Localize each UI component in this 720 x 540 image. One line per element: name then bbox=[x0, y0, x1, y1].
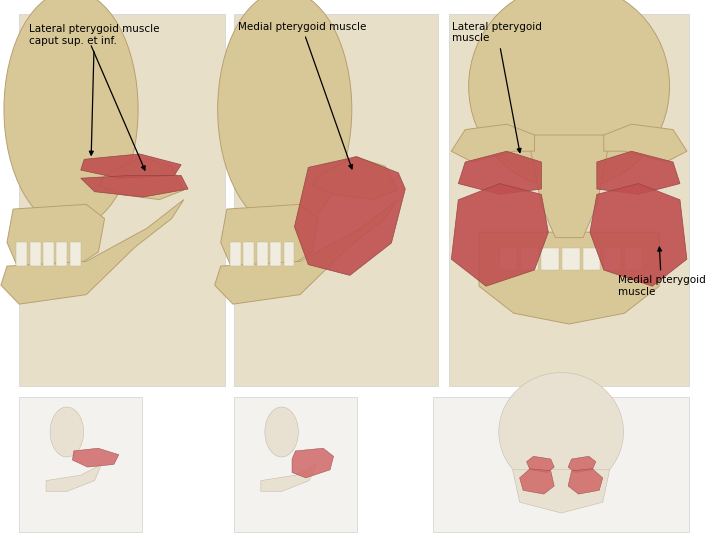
Bar bbox=[521, 248, 538, 270]
Polygon shape bbox=[1, 200, 184, 304]
Bar bbox=[449, 14, 689, 386]
Polygon shape bbox=[604, 124, 687, 162]
Bar bbox=[604, 248, 621, 270]
Text: Lateral pterygoid muscle
caput sup. et inf.: Lateral pterygoid muscle caput sup. et i… bbox=[29, 24, 160, 155]
Bar bbox=[230, 242, 241, 266]
Bar bbox=[56, 242, 68, 266]
Text: Lateral pterygoid
muscle: Lateral pterygoid muscle bbox=[452, 22, 542, 152]
Polygon shape bbox=[46, 464, 102, 491]
Polygon shape bbox=[479, 232, 660, 324]
Polygon shape bbox=[568, 469, 603, 494]
Bar bbox=[19, 397, 142, 532]
Polygon shape bbox=[590, 184, 687, 286]
Bar bbox=[19, 14, 225, 386]
Ellipse shape bbox=[499, 373, 624, 491]
Polygon shape bbox=[597, 151, 680, 194]
Polygon shape bbox=[459, 151, 541, 194]
Polygon shape bbox=[520, 469, 554, 494]
Bar bbox=[541, 248, 559, 270]
Ellipse shape bbox=[265, 407, 298, 457]
Text: Medial pterygoid
muscle: Medial pterygoid muscle bbox=[618, 247, 706, 297]
Bar bbox=[16, 242, 27, 266]
Polygon shape bbox=[292, 448, 333, 478]
Polygon shape bbox=[451, 124, 534, 162]
Ellipse shape bbox=[469, 0, 670, 189]
Bar bbox=[270, 242, 281, 266]
Text: Medial pterygoid muscle: Medial pterygoid muscle bbox=[238, 22, 366, 169]
Bar bbox=[43, 242, 54, 266]
Bar bbox=[30, 242, 40, 266]
Polygon shape bbox=[526, 456, 554, 472]
Polygon shape bbox=[294, 157, 405, 275]
Bar bbox=[70, 242, 81, 266]
Ellipse shape bbox=[4, 0, 138, 228]
Polygon shape bbox=[261, 464, 316, 491]
Bar bbox=[583, 248, 600, 270]
Polygon shape bbox=[81, 154, 181, 178]
Bar bbox=[234, 14, 438, 386]
Polygon shape bbox=[568, 456, 596, 472]
Polygon shape bbox=[528, 135, 611, 238]
Bar bbox=[234, 397, 357, 532]
Bar bbox=[624, 248, 642, 270]
Polygon shape bbox=[99, 157, 184, 200]
Polygon shape bbox=[312, 157, 397, 200]
Polygon shape bbox=[451, 184, 549, 286]
Polygon shape bbox=[7, 204, 104, 275]
Bar bbox=[500, 248, 517, 270]
Ellipse shape bbox=[217, 0, 352, 228]
Polygon shape bbox=[221, 204, 318, 275]
Polygon shape bbox=[513, 470, 610, 513]
Bar bbox=[284, 242, 294, 266]
Bar bbox=[257, 242, 268, 266]
Bar bbox=[562, 248, 580, 270]
Ellipse shape bbox=[50, 407, 84, 457]
Polygon shape bbox=[215, 200, 397, 304]
Bar bbox=[243, 242, 254, 266]
Bar bbox=[433, 397, 689, 532]
Polygon shape bbox=[73, 448, 119, 467]
Polygon shape bbox=[81, 176, 188, 197]
